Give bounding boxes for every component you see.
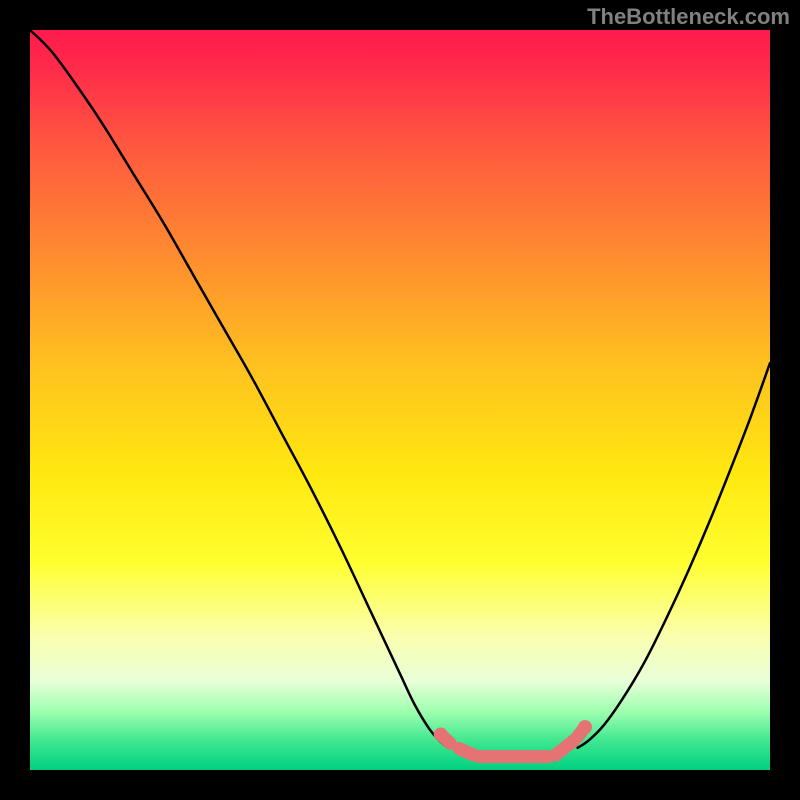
figure-container: TheBottleneck.com bbox=[0, 0, 800, 800]
gradient-background bbox=[30, 30, 770, 770]
watermark-text: TheBottleneck.com bbox=[587, 4, 790, 30]
plot-area bbox=[30, 30, 770, 770]
bottom-dash-band-seg-1 bbox=[459, 749, 474, 756]
bottom-dash-band-dot-0 bbox=[434, 727, 448, 741]
bottom-dash-band-dot-1 bbox=[578, 720, 592, 734]
chart-svg bbox=[30, 30, 770, 770]
